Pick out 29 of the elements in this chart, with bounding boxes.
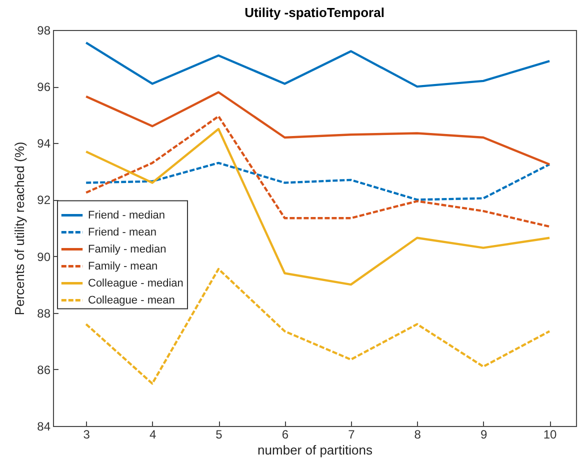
y-tick-label: 92 — [37, 193, 51, 208]
x-tick-label: 9 — [480, 428, 488, 442]
x-tick-label: 4 — [149, 428, 156, 442]
legend-label: Colleague - median — [88, 277, 184, 290]
x-tick-label: 10 — [543, 428, 558, 442]
legend-label: Family - mean — [88, 260, 158, 272]
x-axis-title: number of partitions — [258, 442, 373, 458]
y-tick-label: 84 — [37, 420, 51, 434]
legend-label: Friend - median — [88, 209, 166, 222]
x-tick-label: 3 — [83, 428, 90, 442]
x-tick-label: 7 — [348, 428, 356, 442]
chart-title: Utility -spatioTemporal — [244, 5, 384, 20]
line-series — [85, 115, 551, 228]
legend-label: Family - median — [88, 243, 166, 256]
y-tick-label: 96 — [37, 80, 51, 94]
y-axis-title: Percents of utility reached (%) — [12, 142, 28, 316]
x-tick-label: 5 — [216, 428, 223, 442]
legend-label: Colleague - mean — [88, 294, 175, 306]
line-series — [85, 162, 551, 201]
x-tick-label: 6 — [282, 428, 289, 442]
line-series — [85, 91, 551, 166]
line-series — [85, 42, 551, 88]
x-tick-label: 8 — [414, 428, 422, 442]
y-tick-label: 98 — [37, 24, 51, 38]
y-tick-label: 86 — [37, 362, 51, 377]
y-tick-label: 90 — [37, 250, 51, 264]
y-tick-label: 88 — [37, 306, 51, 320]
legend-label: Friend - mean — [88, 226, 156, 238]
y-tick-label: 94 — [37, 136, 51, 151]
